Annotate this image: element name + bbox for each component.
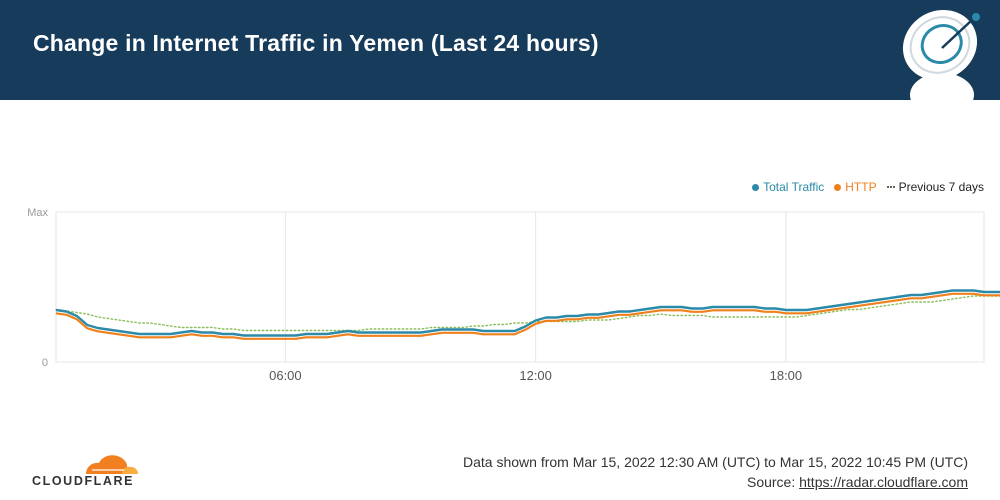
data-range-text: Data shown from Mar 15, 2022 12:30 AM (U…: [463, 454, 968, 470]
y-tick-label-max: Max: [27, 207, 48, 219]
plot-area: [55, 211, 985, 363]
cloudflare-logo-icon: [86, 455, 138, 474]
header-banner: Change in Internet Traffic in Yemen (Las…: [0, 0, 1000, 100]
previous-7-days-line: [55, 295, 1000, 332]
chart-legend: Total Traffic HTTP Previous 7 days: [752, 180, 984, 194]
source-link[interactable]: https://radar.cloudflare.com: [799, 474, 968, 490]
source-label: Source:: [746, 474, 796, 490]
legend-http-label: HTTP: [845, 180, 877, 194]
x-tick-label: 06:00: [269, 368, 302, 383]
http-line: [55, 292, 1000, 340]
legend-http[interactable]: HTTP: [834, 180, 877, 194]
dotted-line-icon: [886, 186, 895, 188]
total-dot-icon: [752, 183, 760, 191]
http-dot-icon: [834, 183, 842, 191]
legend-prev-label: Previous 7 days: [898, 180, 984, 194]
legend-total-label: Total Traffic: [763, 180, 825, 194]
page-title: Change in Internet Traffic in Yemen (Las…: [33, 30, 599, 56]
legend-total[interactable]: Total Traffic: [752, 180, 824, 194]
y-tick-label-zero: 0: [42, 357, 48, 369]
cloudflare-logo-text: CLOUDFLARE: [32, 474, 135, 488]
source-line: Source: https://radar.cloudflare.com: [747, 474, 968, 490]
traffic-chart: 06:00 12:00 18:00 Max 0: [27, 207, 1000, 383]
satellite-dish-icon: [902, 9, 980, 100]
x-tick-label: 12:00: [519, 368, 552, 383]
x-tick-label: 18:00: [770, 368, 803, 383]
legend-prev[interactable]: Previous 7 days: [886, 180, 984, 194]
total-traffic-line: [55, 289, 1000, 337]
